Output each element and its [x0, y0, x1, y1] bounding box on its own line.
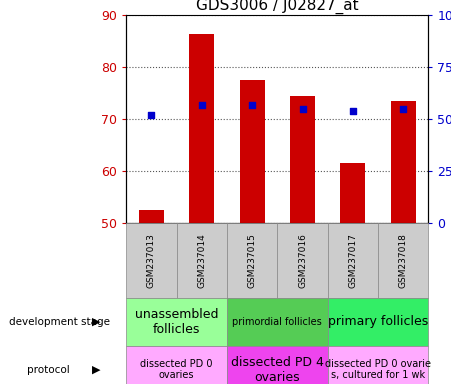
- Bar: [341, 163, 365, 223]
- Bar: [391, 101, 416, 223]
- Text: dissected PD 0
ovaries: dissected PD 0 ovaries: [140, 359, 213, 381]
- Text: dissected PD 0 ovarie
s, cultured for 1 wk: dissected PD 0 ovarie s, cultured for 1 …: [325, 359, 431, 381]
- Bar: [189, 33, 214, 223]
- Text: primary follicles: primary follicles: [328, 315, 428, 328]
- Text: ▶: ▶: [92, 316, 101, 327]
- Text: GSM237016: GSM237016: [298, 233, 307, 288]
- Text: unassembled
follicles: unassembled follicles: [135, 308, 218, 336]
- Point: [249, 101, 256, 108]
- Point: [400, 106, 407, 112]
- Bar: [290, 96, 315, 223]
- Point: [148, 112, 155, 118]
- Text: primordial follicles: primordial follicles: [232, 316, 322, 327]
- Bar: [239, 80, 265, 223]
- Point: [198, 101, 205, 108]
- Text: GSM237018: GSM237018: [399, 233, 408, 288]
- Text: GSM237013: GSM237013: [147, 233, 156, 288]
- Text: GSM237015: GSM237015: [248, 233, 257, 288]
- Title: GDS3006 / J02827_at: GDS3006 / J02827_at: [196, 0, 359, 14]
- Bar: [139, 210, 164, 223]
- Text: ▶: ▶: [92, 364, 101, 375]
- Text: GSM237014: GSM237014: [198, 233, 206, 288]
- Text: development stage: development stage: [9, 316, 110, 327]
- Point: [349, 108, 356, 114]
- Text: protocol: protocol: [27, 364, 70, 375]
- Text: GSM237017: GSM237017: [349, 233, 357, 288]
- Text: dissected PD 4
ovaries: dissected PD 4 ovaries: [231, 356, 324, 384]
- Point: [299, 106, 306, 112]
